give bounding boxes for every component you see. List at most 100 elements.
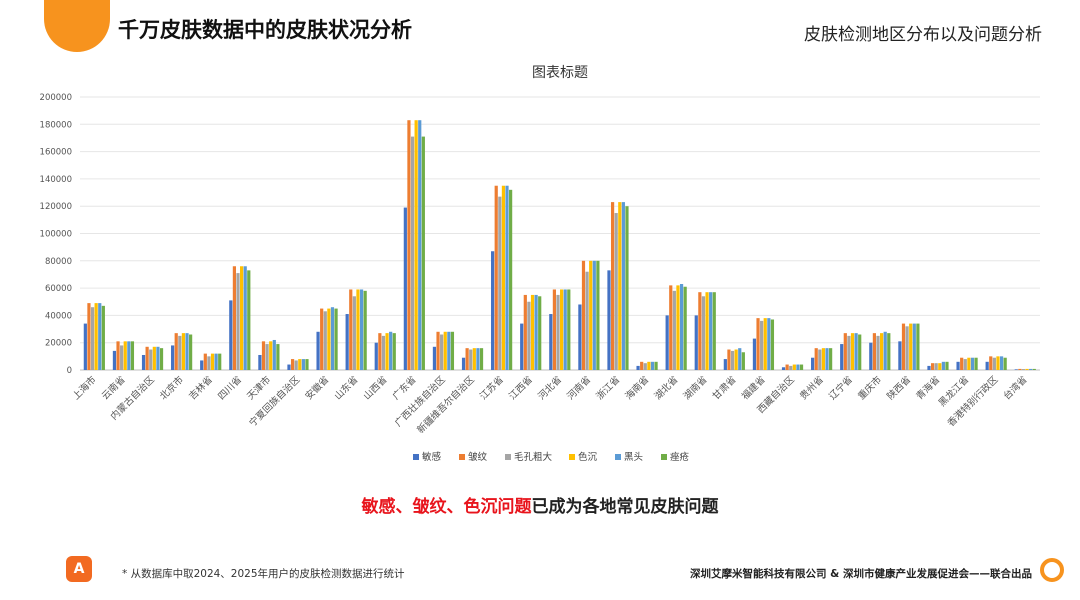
- bar: [854, 333, 858, 370]
- bar: [414, 120, 418, 370]
- bar: [650, 361, 655, 370]
- bar: [461, 357, 466, 370]
- bar: [272, 339, 276, 370]
- bar: [290, 359, 295, 370]
- bar: [901, 323, 906, 370]
- bar: [141, 354, 146, 370]
- legend-label: 黑头: [624, 451, 643, 463]
- bar: [567, 289, 571, 370]
- bar: [171, 345, 175, 370]
- bar: [770, 319, 775, 370]
- x-tick-label: 陕西省: [885, 374, 914, 403]
- bar: [214, 353, 218, 370]
- bar: [821, 348, 826, 370]
- bar: [956, 361, 960, 370]
- legend-label: 敏感: [422, 451, 442, 463]
- bar: [734, 349, 738, 370]
- bar: [465, 348, 469, 370]
- chart-title: 图表标题: [532, 65, 588, 81]
- series-1: [87, 120, 1022, 370]
- x-tick-label: 安徽省: [303, 374, 332, 403]
- bar: [549, 314, 553, 370]
- bar: [152, 346, 156, 370]
- bar: [363, 290, 367, 370]
- bar: [945, 361, 949, 370]
- bar: [916, 323, 920, 370]
- bar: [789, 365, 793, 370]
- bar: [552, 289, 556, 370]
- bar: [87, 303, 91, 370]
- bar: [960, 357, 964, 370]
- bar: [316, 331, 320, 370]
- bar: [589, 260, 593, 370]
- bar: [261, 341, 266, 370]
- legend-item: 痤疮: [661, 451, 690, 463]
- bar: [320, 308, 324, 370]
- bar: [705, 292, 709, 370]
- bar: [159, 348, 164, 370]
- bar: [785, 364, 789, 370]
- bar: [985, 361, 989, 370]
- x-tick-label: 台湾省: [1001, 374, 1030, 403]
- legend-swatch: [615, 454, 621, 460]
- bar: [1025, 368, 1029, 370]
- bar: [410, 136, 415, 370]
- bar: [970, 357, 975, 370]
- bar: [727, 349, 731, 370]
- y-tick-label: 80000: [45, 257, 72, 267]
- bar: [730, 350, 735, 370]
- bar: [1014, 369, 1018, 370]
- bar: [869, 342, 873, 370]
- bar: [767, 318, 771, 370]
- bar: [1003, 357, 1007, 370]
- bar: [763, 318, 767, 370]
- series-4: [98, 120, 1033, 370]
- conclusion-highlight: 敏感、皱纹、色沉问题: [361, 497, 532, 517]
- bar: [967, 357, 971, 370]
- x-tick-label: 江苏省: [477, 374, 506, 403]
- bar: [614, 213, 618, 370]
- bar: [265, 344, 269, 370]
- bar: [116, 341, 120, 370]
- bar: [156, 346, 160, 370]
- bar: [843, 333, 847, 370]
- x-tick-label: 四川省: [215, 374, 244, 403]
- x-tick-label: 山西省: [361, 374, 390, 403]
- bar: [781, 367, 786, 370]
- x-tick-label: 河北省: [535, 374, 564, 403]
- bar: [534, 294, 538, 370]
- bar: [200, 360, 204, 370]
- y-tick-label: 140000: [40, 175, 72, 185]
- x-tick-label: 湖南省: [681, 374, 710, 403]
- bar: [83, 323, 87, 370]
- y-tick-label: 200000: [40, 93, 72, 103]
- legend-item: 黑头: [615, 451, 643, 463]
- conclusion-text: 敏感、皱纹、色沉问题已成为各地常见皮肤问题: [0, 492, 1080, 517]
- bar: [898, 341, 902, 370]
- bar: [698, 292, 702, 370]
- bar: [450, 331, 455, 370]
- bar: [585, 271, 589, 370]
- bar: [643, 363, 647, 370]
- x-tick-label: 吉林省: [186, 374, 215, 403]
- x-tick-label: 云南省: [99, 374, 128, 403]
- bar: [509, 189, 513, 370]
- bar: [814, 348, 818, 370]
- bar: [247, 270, 251, 370]
- bar: [669, 285, 673, 370]
- bar: [938, 363, 942, 370]
- bar: [520, 323, 524, 370]
- legend-swatch: [413, 454, 419, 460]
- y-tick-label: 120000: [40, 202, 72, 212]
- bar: [149, 349, 153, 370]
- bar: [440, 334, 444, 370]
- bar: [389, 331, 393, 370]
- bar: [672, 290, 676, 370]
- bar: [305, 359, 309, 370]
- bar: [345, 314, 349, 370]
- bar: [905, 326, 909, 370]
- bar: [181, 333, 186, 370]
- bar: [683, 286, 687, 370]
- bar: [694, 315, 698, 370]
